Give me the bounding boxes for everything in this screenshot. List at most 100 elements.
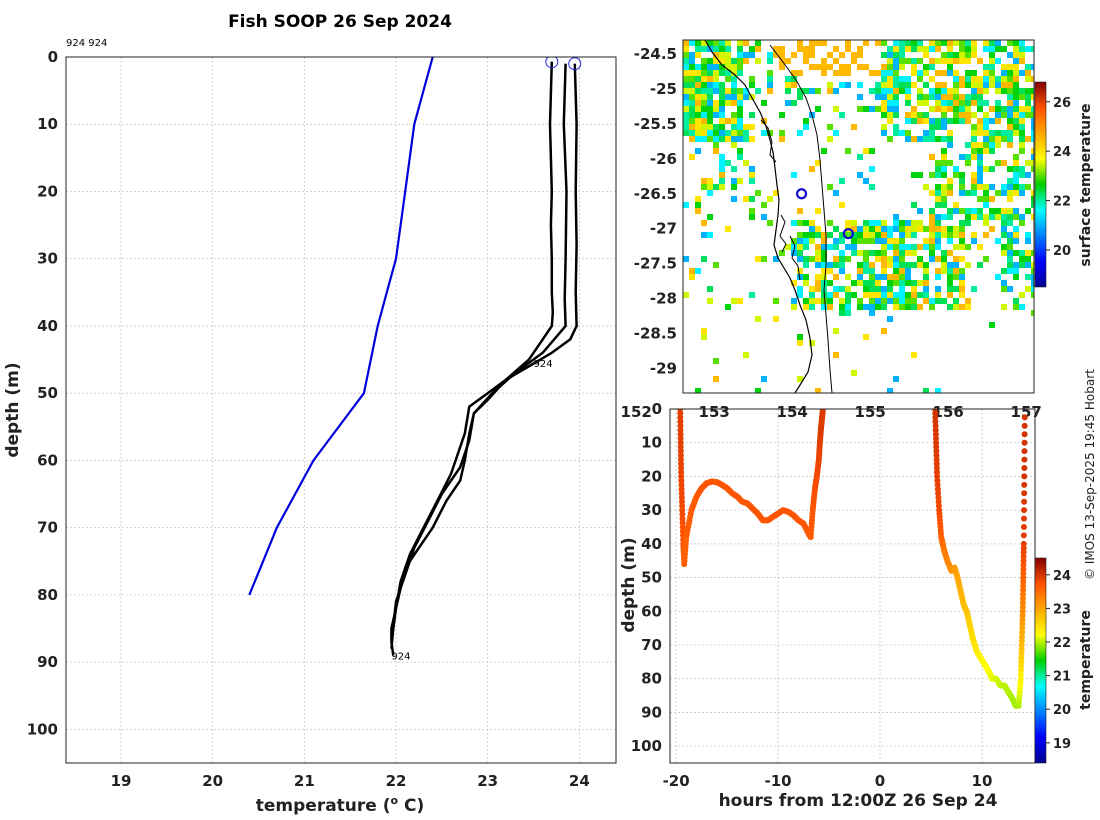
sst-cell: [773, 46, 779, 52]
sst-cell: [833, 130, 839, 136]
sst-cell: [695, 202, 701, 208]
sst-cell: [971, 142, 977, 148]
sst-cell: [737, 130, 743, 136]
sst-cell: [1019, 220, 1025, 226]
sst-cell: [875, 274, 881, 280]
sst-cell: [989, 214, 995, 220]
sst-cell: [887, 64, 893, 70]
sst-cell: [707, 64, 713, 70]
sst-cell: [977, 100, 983, 106]
sst-cell: [983, 232, 989, 238]
sst-cell: [953, 58, 959, 64]
sst-cell: [995, 214, 1001, 220]
sst-cell: [935, 58, 941, 64]
sst-cell: [869, 166, 875, 172]
sst-cell: [1007, 94, 1013, 100]
sst-cell: [977, 58, 983, 64]
sst-cell: [1025, 76, 1031, 82]
sst-cell: [911, 298, 917, 304]
sst-cell: [719, 58, 725, 64]
sst-cell: [695, 64, 701, 70]
sst-cell: [929, 220, 935, 226]
sst-cell: [893, 238, 899, 244]
sst-cell: [845, 70, 851, 76]
sst-cell: [1001, 46, 1007, 52]
sst-cell: [701, 130, 707, 136]
sst-cell: [857, 82, 863, 88]
sst-cell: [983, 64, 989, 70]
sst-cell: [1019, 166, 1025, 172]
sst-cell: [797, 220, 803, 226]
sst-cell: [911, 286, 917, 292]
sst-cell: [737, 100, 743, 106]
sst-cell: [965, 106, 971, 112]
sst-cell: [887, 88, 893, 94]
sst-cell: [785, 100, 791, 106]
sst-cell: [899, 40, 905, 46]
sst-cell: [683, 64, 689, 70]
sst-cell: [1013, 46, 1019, 52]
sst-cell: [893, 52, 899, 58]
sst-cell: [941, 112, 947, 118]
sst-cell: [773, 190, 779, 196]
sst-cell: [989, 52, 995, 58]
sst-cell: [821, 256, 827, 262]
sst-cell: [911, 82, 917, 88]
sst-cell: [695, 46, 701, 52]
sst-cell: [893, 292, 899, 298]
timedepth-x-tick-label: 10: [972, 772, 993, 790]
sst-cell: [887, 280, 893, 286]
map-x-tick-label: 155: [855, 403, 886, 421]
sst-cell: [917, 172, 923, 178]
sst-cell: [857, 106, 863, 112]
sst-cell: [845, 220, 851, 226]
sst-cell: [941, 190, 947, 196]
sst-cell: [959, 190, 965, 196]
sst-cell: [989, 40, 995, 46]
sst-cell: [893, 88, 899, 94]
map-x-tick-label: 156: [933, 403, 964, 421]
sst-cell: [971, 100, 977, 106]
sst-cell: [941, 250, 947, 256]
sst-cell: [989, 196, 995, 202]
sst-cell: [959, 52, 965, 58]
sst-cell: [989, 184, 995, 190]
sst-cell: [755, 58, 761, 64]
sst-cell: [1031, 148, 1034, 154]
timedepth-point: [1018, 658, 1025, 665]
sst-cell: [1001, 280, 1007, 286]
sst-cell: [881, 64, 887, 70]
sst-cell: [689, 106, 695, 112]
sst-cell: [971, 70, 977, 76]
sst-cell: [1001, 70, 1007, 76]
sst-cell: [959, 226, 965, 232]
sst-cell: [941, 118, 947, 124]
sst-cell: [737, 112, 743, 118]
sst-cell: [737, 40, 743, 46]
sst-cell: [695, 106, 701, 112]
sst-cell: [881, 106, 887, 112]
sst-cell: [917, 112, 923, 118]
sst-cell: [905, 58, 911, 64]
sst-cell: [977, 208, 983, 214]
sst-cell: [881, 100, 887, 106]
timedepth-point: [1021, 456, 1028, 463]
sst-cell: [977, 130, 983, 136]
sst-cell: [845, 64, 851, 70]
sst-cell: [959, 292, 965, 298]
sst-cell: [935, 124, 941, 130]
sst-cell: [887, 388, 893, 393]
sst-cell: [1001, 88, 1007, 94]
sst-cell: [959, 172, 965, 178]
sst-cell: [971, 82, 977, 88]
sst-cell: [965, 94, 971, 100]
sst-cell: [833, 286, 839, 292]
sst-cell: [977, 154, 983, 160]
sst-cell: [893, 220, 899, 226]
sst-cell: [863, 40, 869, 46]
profile-y-tick-label: 30: [37, 250, 58, 268]
sst-cell: [779, 112, 785, 118]
timedepth-point: [677, 439, 684, 446]
sst-cell: [983, 82, 989, 88]
sst-cell: [971, 238, 977, 244]
